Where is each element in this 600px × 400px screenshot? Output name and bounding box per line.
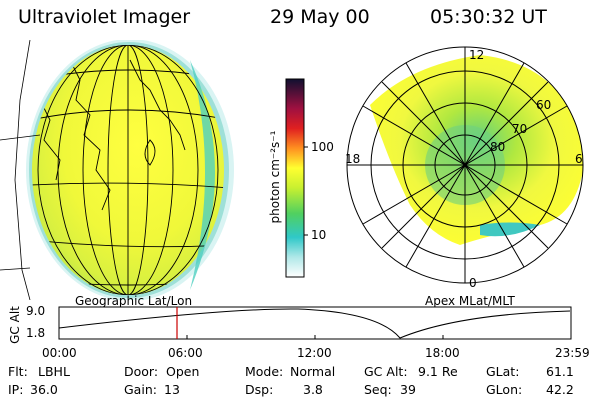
info-gain-value: 13	[164, 382, 180, 397]
geographic-image	[0, 40, 234, 300]
timeline-ylabel: GC Alt	[7, 306, 22, 344]
info-seq-value: 39	[400, 382, 416, 397]
info-filter-value: LBHL	[38, 364, 70, 379]
altitude-timeline	[58, 306, 572, 340]
info-filter-label: Flt:	[8, 364, 28, 379]
colorbar	[285, 78, 308, 278]
info-gcalt-value: 9.1 Re	[418, 364, 458, 379]
info-gcalt-label: GC Alt:	[364, 364, 408, 379]
info-door-value: Open	[166, 364, 200, 379]
timeline-xtick-1200: 12:00	[297, 346, 332, 360]
timeline-ytick-high: 9.0	[26, 304, 46, 318]
mlt-label-12: 12	[469, 48, 484, 62]
mlat-label-60: 60	[536, 98, 551, 112]
info-ip-value: 36.0	[30, 382, 58, 397]
instrument-title: Ultraviolet Imager	[18, 6, 191, 28]
colorbar-label: photon cm⁻²s⁻¹	[268, 130, 282, 224]
geographic-panel-label: Geographic Lat/Lon	[75, 294, 193, 308]
info-gain-label: Gain:	[124, 382, 157, 397]
timeline-xtick-0000: 00:00	[42, 346, 77, 360]
image-date: 29 May 00	[270, 6, 370, 28]
timeline-ytick-low: 1.8	[26, 326, 46, 340]
timeline-xtick-2359: 23:59	[555, 346, 590, 360]
colorbar-tick-10: 10	[311, 228, 327, 242]
mlt-label-6: 6	[575, 152, 583, 166]
apex-panel-label: Apex MLat/MLT	[425, 294, 515, 308]
mlat-label-70: 70	[512, 122, 527, 136]
info-glon-value: 42.2	[546, 382, 574, 397]
info-seq-label: Seq:	[364, 382, 392, 397]
info-dsp-value: 3.8	[303, 382, 323, 397]
polar-plot: 12 18 6 0 60 70 80	[345, 46, 584, 290]
mlat-label-80: 80	[490, 140, 505, 154]
info-glat-label: GLat:	[486, 364, 520, 379]
info-dsp-label: Dsp:	[245, 382, 274, 397]
timeline-xtick-1800: 18:00	[425, 346, 460, 360]
timeline-xtick-0600: 06:00	[168, 346, 203, 360]
info-mode-value: Normal	[290, 364, 336, 379]
mlt-label-18: 18	[345, 152, 360, 166]
info-mode-label: Mode:	[245, 364, 284, 379]
info-ip-label: IP:	[8, 382, 24, 397]
info-glat-value: 61.1	[546, 364, 574, 379]
colorbar-tick-100: 100	[311, 140, 334, 154]
info-glon-label: GLon:	[486, 382, 523, 397]
mlt-label-0: 0	[469, 276, 477, 290]
image-time: 05:30:32 UT	[430, 6, 547, 28]
info-door-label: Door:	[124, 364, 159, 379]
